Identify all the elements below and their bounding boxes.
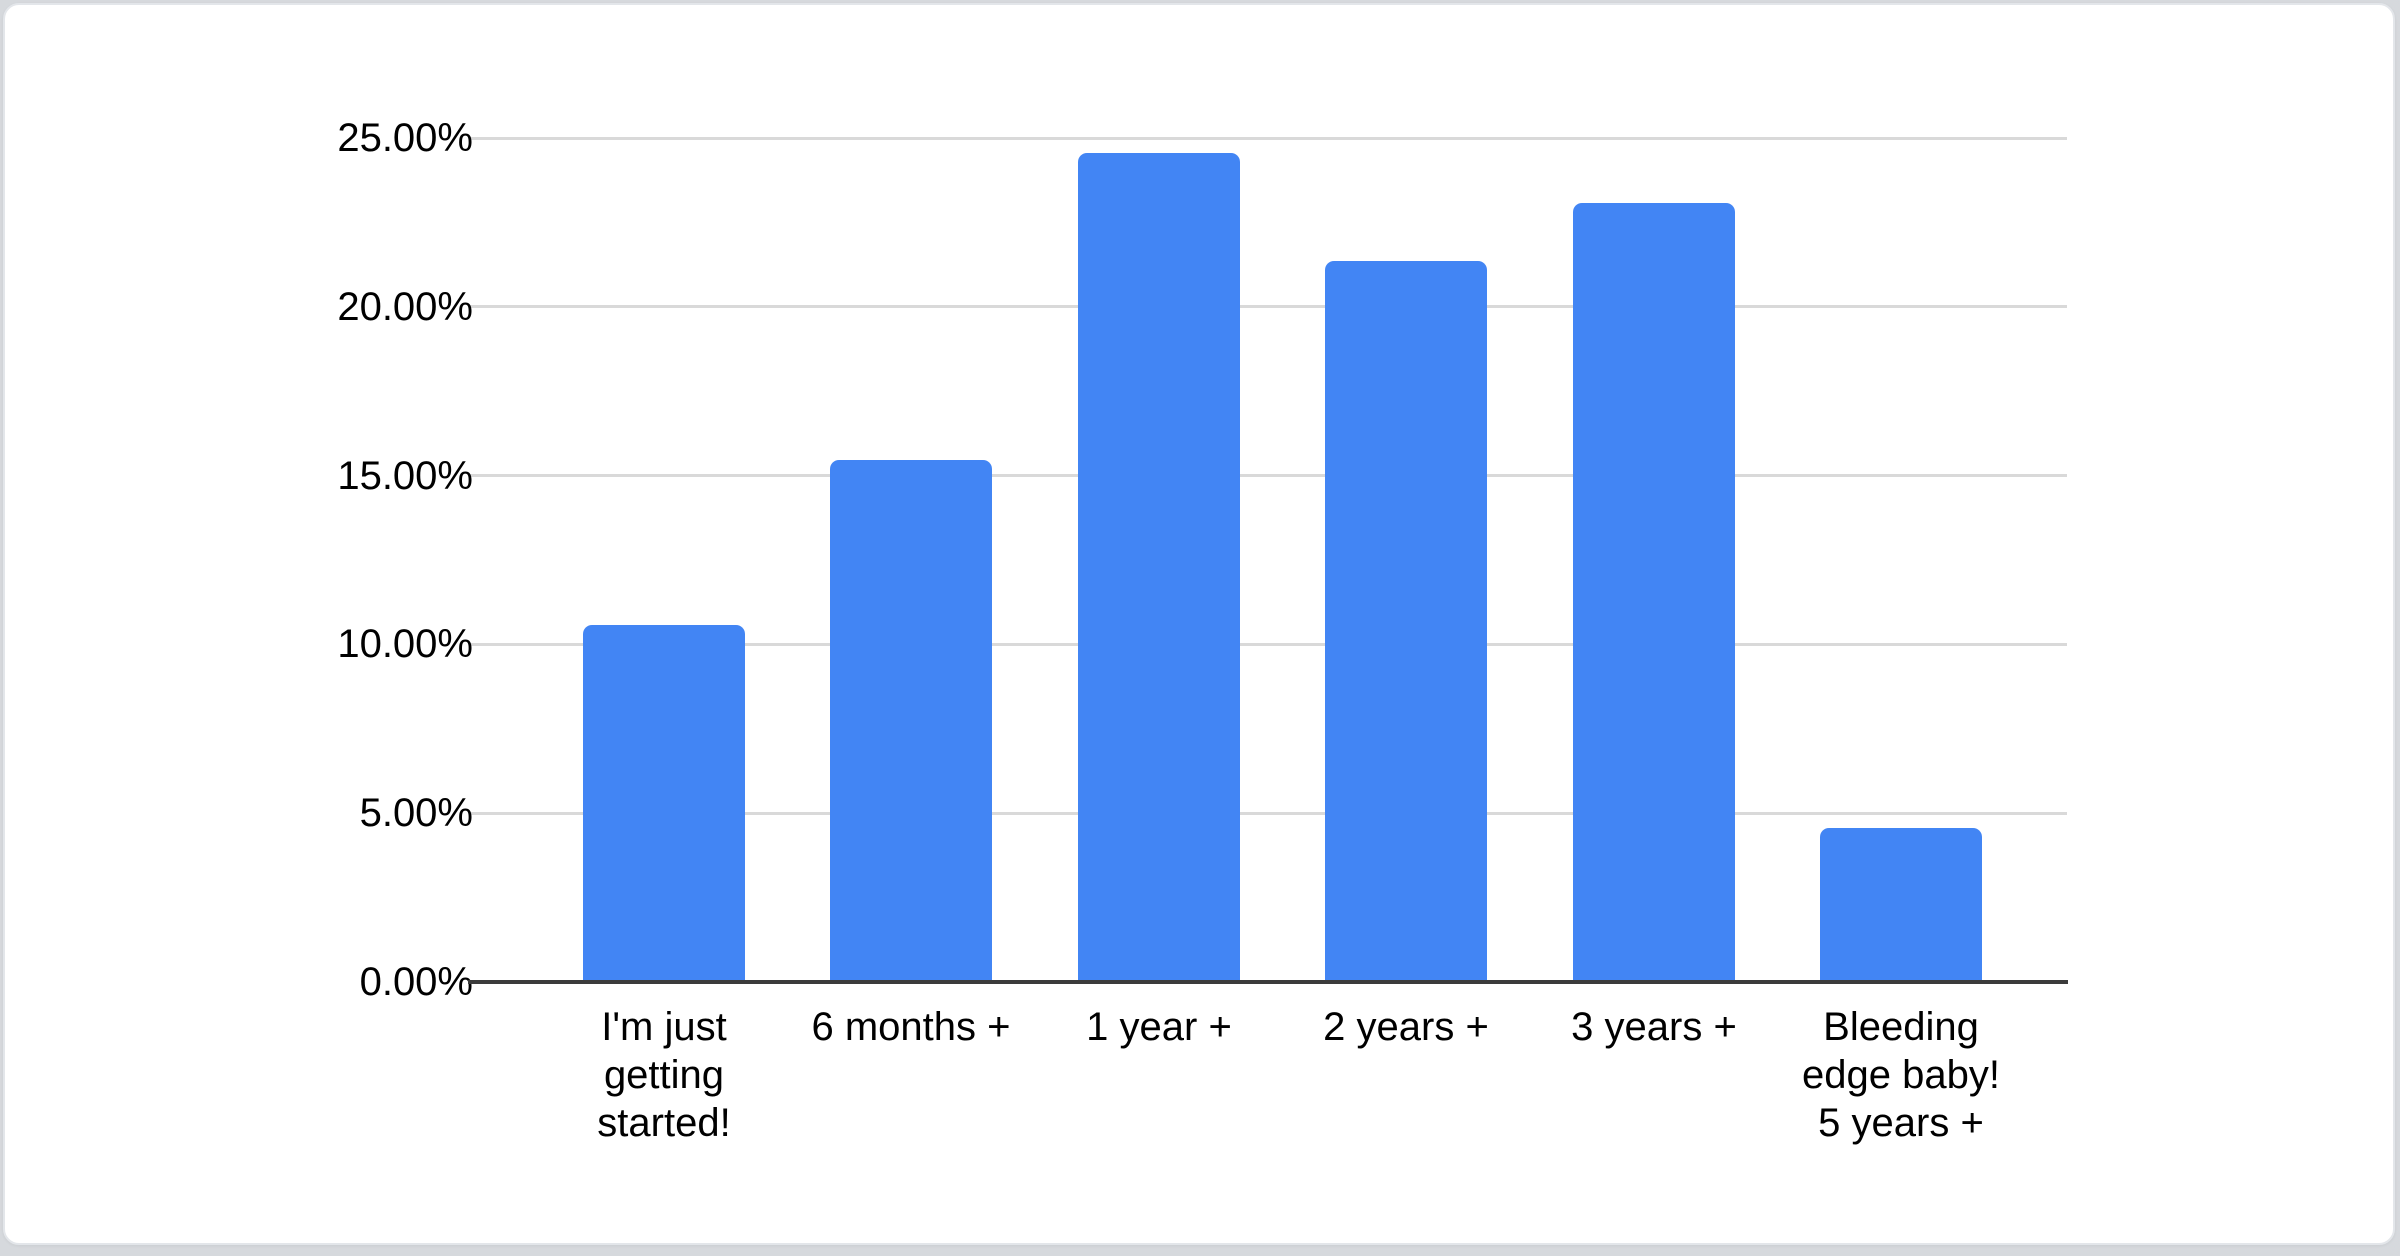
x-tick-label-line: getting [603, 1053, 725, 1097]
bar [1325, 260, 1487, 983]
x-tick-label: 1 year + [1009, 1003, 1309, 1051]
gridline [470, 642, 2067, 646]
x-tick-label-line: 5 years + [1818, 1101, 1984, 1145]
x-tick-label: I'm just getting started! [514, 1003, 814, 1147]
y-tick-label: 10.00% [337, 622, 473, 667]
y-tick-label: 5.00% [359, 791, 473, 836]
y-tick-label: 0.00% [359, 960, 473, 1004]
x-tick-label-line: 2 years + [1323, 1005, 1489, 1049]
x-tick-label-line: Bleeding [1823, 1005, 1979, 1049]
bar [1573, 203, 1735, 983]
x-tick-label: 6 months + [761, 1003, 1061, 1051]
x-tick-label: Bleeding edge baby! 5 years + [1751, 1003, 2051, 1147]
gridline [470, 136, 2067, 140]
gridline [470, 305, 2067, 309]
bar [830, 459, 992, 983]
bar [583, 625, 745, 983]
x-tick-label: 2 years + [1256, 1003, 1556, 1051]
x-tick-label-line: started! [597, 1101, 731, 1145]
x-tick-label-line: edge baby! [1802, 1053, 2000, 1097]
y-tick-label: 20.00% [337, 284, 473, 329]
y-tick-label: 15.00% [337, 453, 473, 498]
x-tick-label-line: 1 year + [1086, 1005, 1232, 1049]
gridline [470, 474, 2067, 478]
x-axis-line [468, 980, 2068, 984]
x-tick-label-line: 6 months + [811, 1005, 1011, 1049]
bar [1078, 152, 1240, 983]
x-tick-label-line: I'm just [601, 1005, 727, 1049]
gridline [470, 811, 2067, 815]
x-tick-label: 3 years + [1504, 1003, 1804, 1051]
x-tick-label-line: 3 years + [1571, 1005, 1737, 1049]
y-tick-label: 25.00% [337, 116, 473, 160]
bar [1820, 827, 1982, 983]
